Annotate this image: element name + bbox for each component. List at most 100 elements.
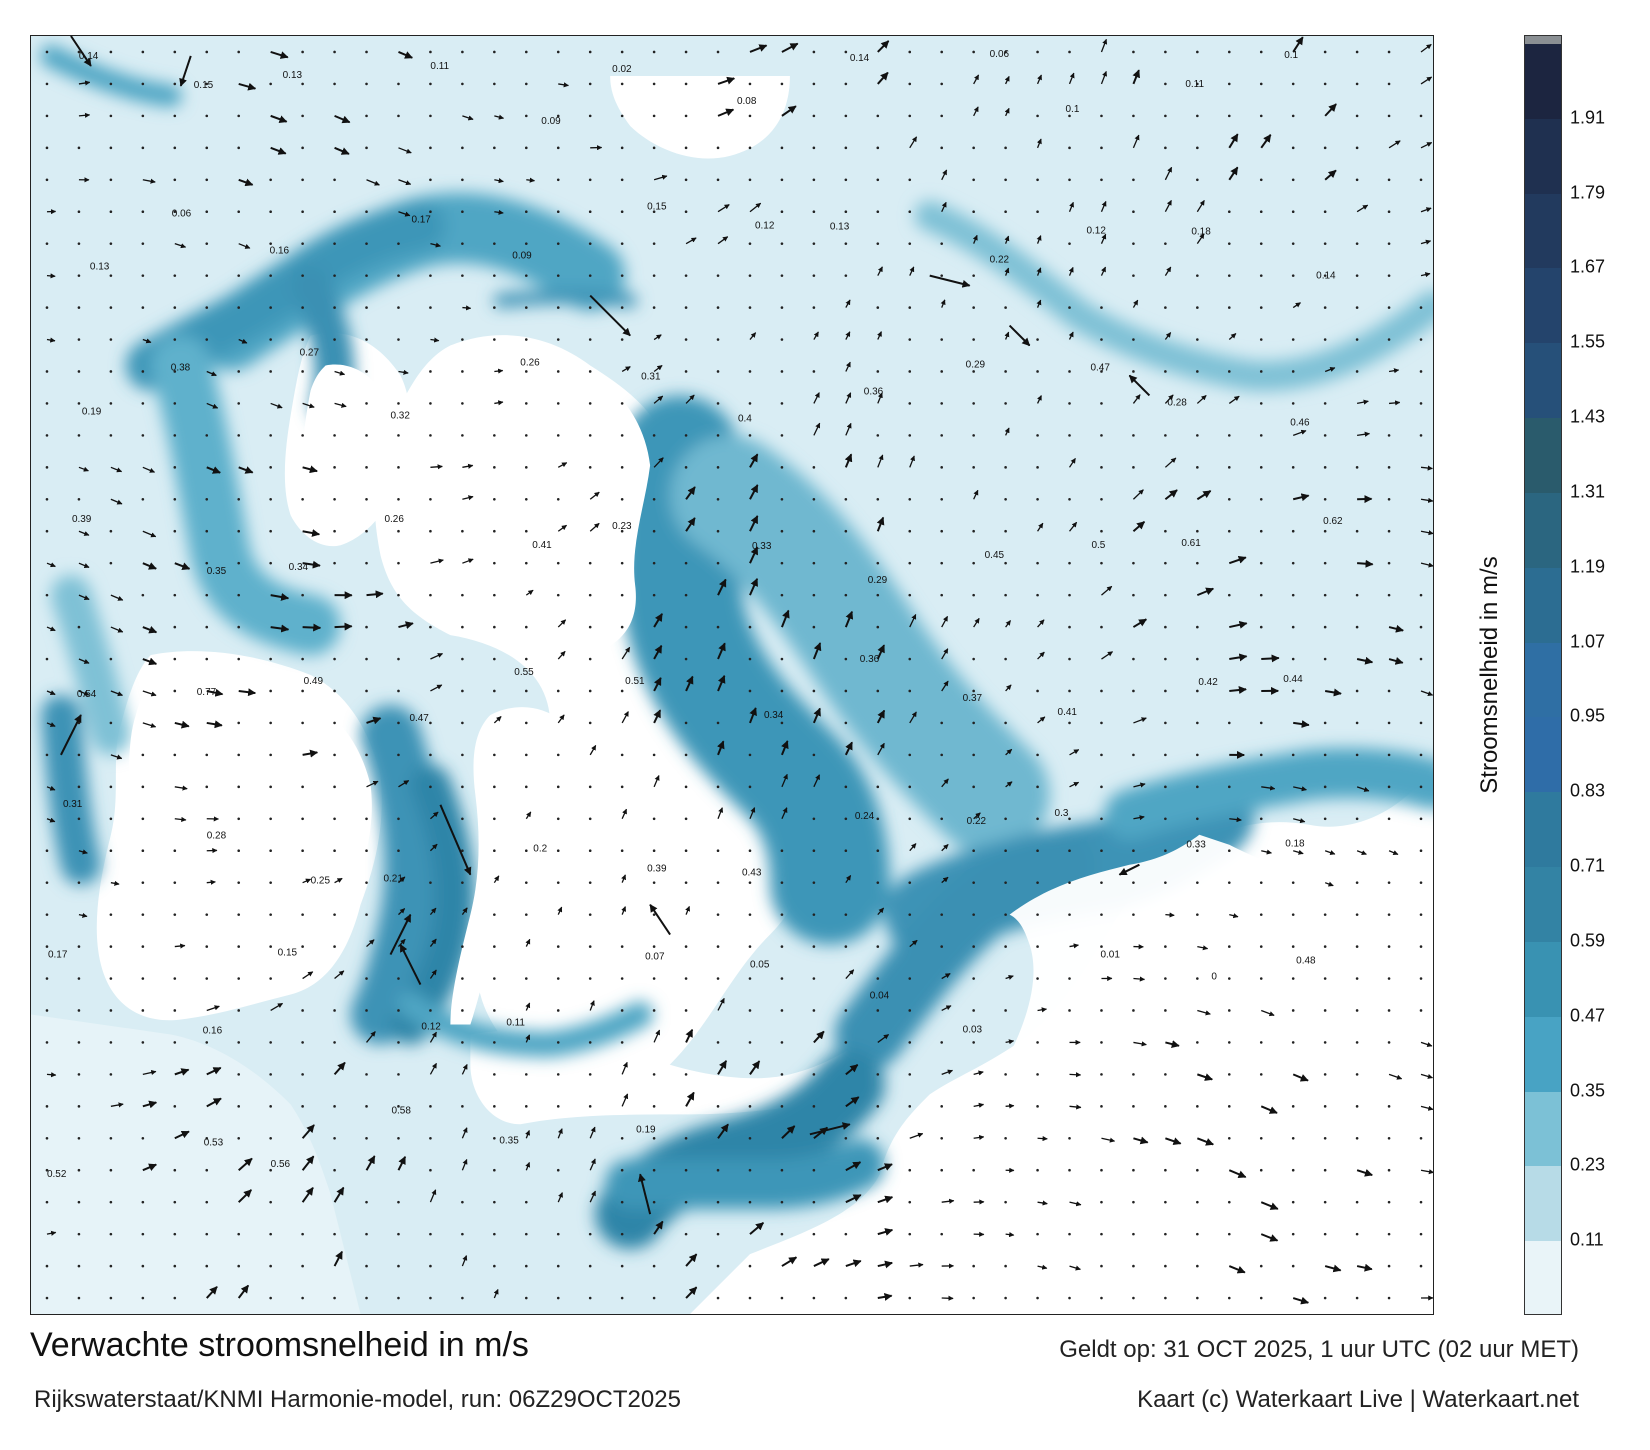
grid-dot (109, 338, 113, 341)
grid-dot (493, 82, 496, 86)
grid-dot (588, 82, 592, 86)
grid-dot (780, 945, 784, 948)
grid-dot (109, 721, 113, 725)
grid-dot (620, 114, 624, 118)
grid-dot (1100, 881, 1103, 884)
grid-dot (269, 1041, 272, 1044)
grid-dot (844, 178, 848, 182)
grid-dot (1196, 434, 1199, 437)
current-arrow (1260, 1105, 1278, 1114)
grid-dot (972, 402, 975, 405)
grid-dot (1355, 753, 1359, 757)
current-arrow (398, 179, 412, 186)
current-speed-label: 0.31 (641, 371, 661, 382)
grid-dot (1196, 689, 1199, 693)
grid-dot (1036, 114, 1039, 118)
grid-dot (812, 753, 816, 757)
grid-dot (1323, 1073, 1327, 1076)
grid-dot (588, 242, 592, 245)
grid-dot (237, 1105, 241, 1108)
grid-dot (876, 785, 880, 789)
grid-dot (141, 306, 145, 309)
grid-dot (652, 881, 656, 884)
grid-dot (1164, 146, 1167, 150)
grid-dot (1132, 881, 1135, 884)
grid-dot (524, 274, 528, 277)
current-arrow (749, 202, 762, 213)
current-arrow (589, 491, 600, 500)
grid-dot (397, 753, 400, 757)
grid-dot (1419, 849, 1423, 853)
grid-dot (397, 1232, 400, 1236)
grid-dot (141, 849, 145, 853)
grid-dot (1291, 370, 1295, 373)
grid-dot (876, 178, 880, 182)
grid-dot (365, 497, 368, 501)
grid-dot (205, 1136, 209, 1140)
grid-dot (301, 242, 304, 245)
grid-dot (333, 497, 336, 501)
current-arrow (685, 237, 697, 245)
current-arrow (877, 71, 889, 85)
grid-dot (461, 593, 464, 597)
current-speed-label: 0.28 (207, 831, 227, 842)
grid-dot (173, 434, 177, 437)
grid-dot (237, 593, 241, 597)
grid-dot (1419, 593, 1423, 597)
grid-dot (620, 1232, 624, 1236)
grid-dot (397, 338, 400, 341)
current-arrow (206, 370, 217, 377)
current-arrow (1197, 1073, 1213, 1081)
grid-dot (1355, 1296, 1359, 1300)
current-arrow (1101, 585, 1113, 596)
grid-dot (588, 785, 592, 789)
grid-dot (397, 657, 400, 661)
current-speed-label: 0.15 (647, 202, 667, 213)
current-arrow (1196, 233, 1205, 245)
current-arrow (717, 203, 730, 213)
grid-dot (301, 689, 304, 693)
grid-dot (812, 881, 816, 884)
grid-dot (1387, 306, 1391, 309)
grid-dot (1100, 402, 1103, 405)
current-arrow (717, 578, 727, 596)
grid-dot (493, 561, 496, 565)
grid-dot (1036, 913, 1039, 916)
grid-dot (972, 849, 975, 853)
grid-dot (716, 466, 720, 469)
grid-dot (844, 657, 848, 661)
grid-dot (524, 721, 528, 725)
grid-dot (1259, 1296, 1263, 1300)
current-arrow (717, 642, 726, 660)
grid-dot (109, 50, 113, 54)
current-arrow (1069, 943, 1079, 949)
grid-dot (748, 977, 752, 980)
current-speed-label: 0.19 (82, 406, 102, 417)
grid-dot (588, 370, 592, 373)
grid-dot (1291, 1105, 1295, 1108)
current-arrow (844, 610, 854, 628)
grid-dot (684, 1232, 688, 1236)
grid-dot (1164, 306, 1167, 309)
grid-dot (748, 753, 752, 757)
grid-dot (684, 114, 688, 118)
grid-dot (620, 146, 624, 150)
grid-dot (365, 689, 368, 693)
grid-dot (780, 434, 784, 437)
map-credit: Kaart (c) Waterkaart Live | Waterkaart.n… (1137, 1386, 1579, 1413)
grid-dot (524, 497, 528, 501)
grid-dot (1196, 306, 1199, 309)
current-arrow (461, 1158, 468, 1171)
grid-dot (461, 210, 464, 214)
grid-dot (748, 657, 752, 661)
grid-dot (1291, 1232, 1295, 1236)
grid-dot (301, 210, 304, 214)
current-arrow (1133, 1041, 1147, 1047)
grid-dot (1227, 50, 1231, 54)
grid-dot (556, 434, 560, 437)
grid-dot (1227, 370, 1231, 373)
grid-dot (237, 1136, 241, 1140)
grid-dot (237, 402, 241, 405)
current-arrow (462, 558, 474, 564)
grid-dot (1387, 1105, 1391, 1108)
